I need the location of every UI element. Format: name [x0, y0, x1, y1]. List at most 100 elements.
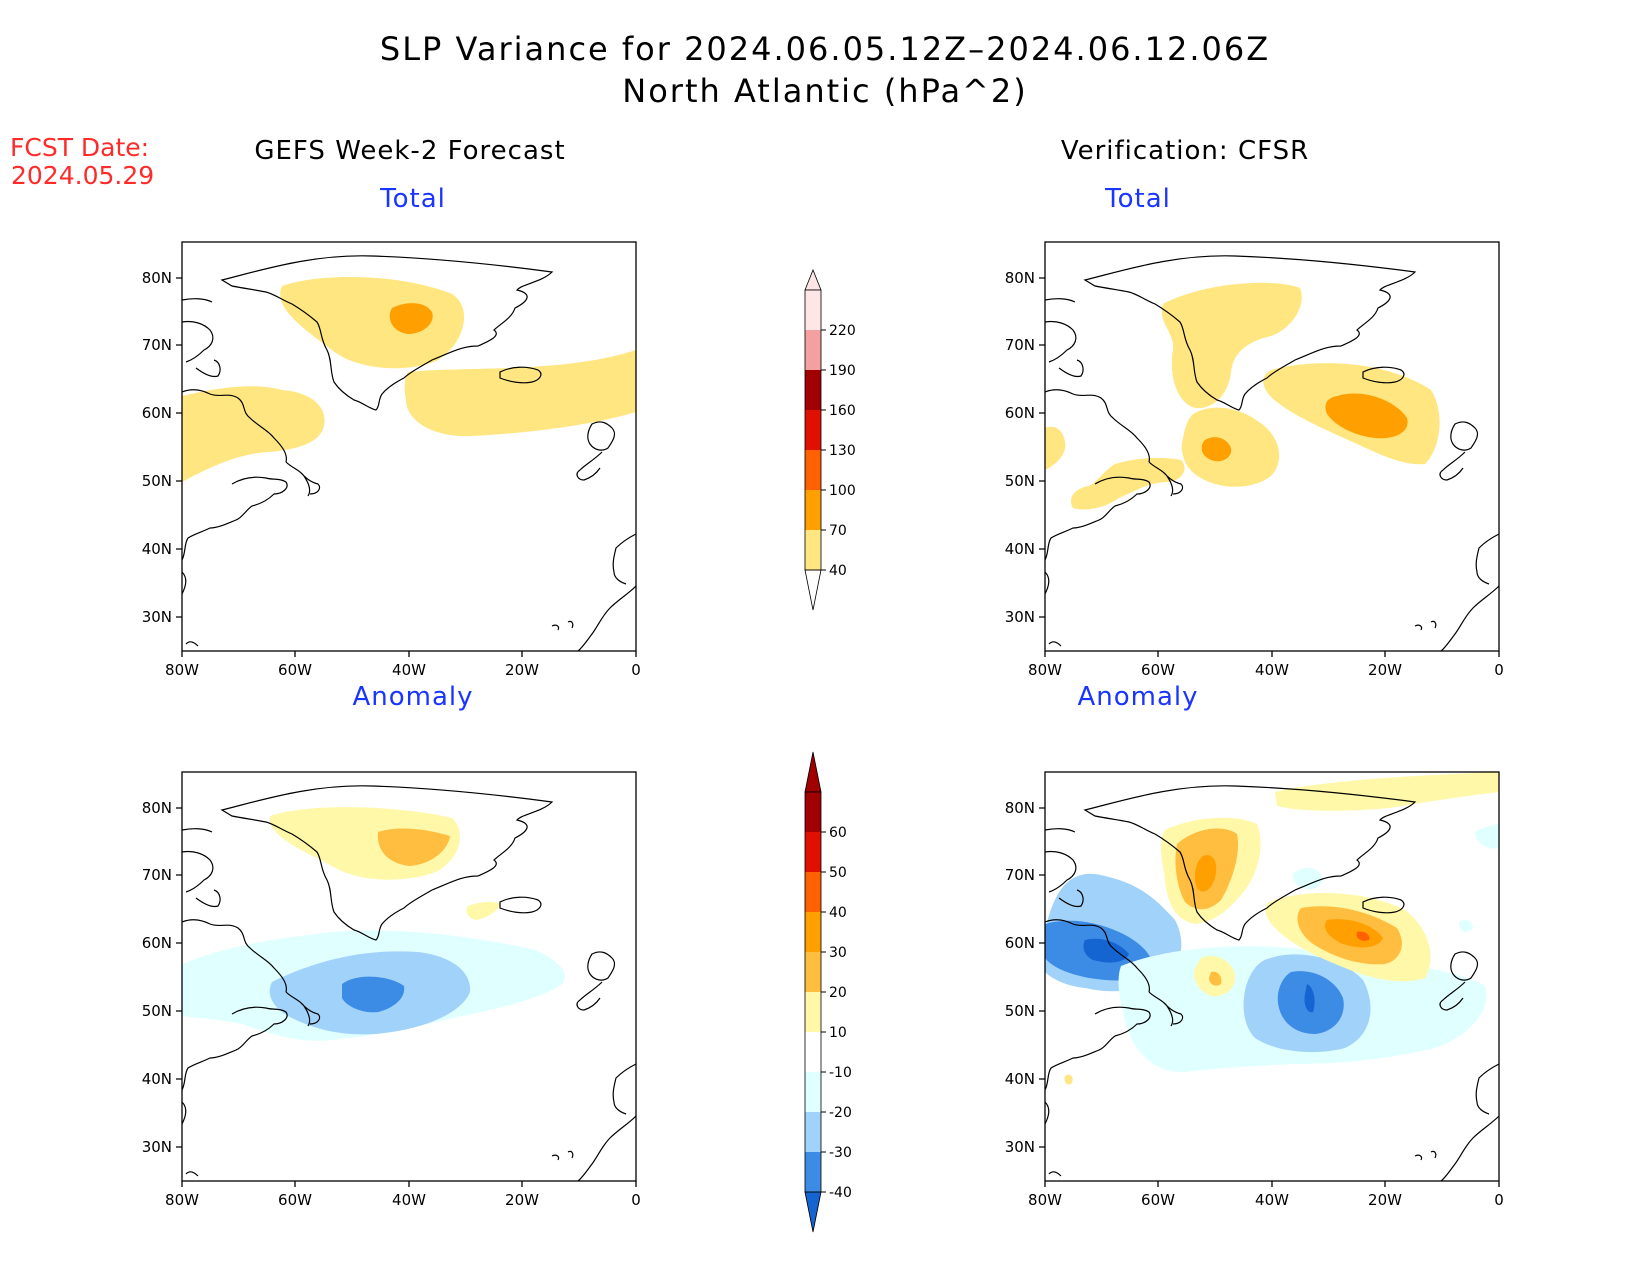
- lon-tick-label: 0: [631, 661, 641, 679]
- colorbar-swatch: [805, 792, 821, 832]
- colorbar-swatch: [805, 1112, 821, 1152]
- lon-tick-label: 0: [1494, 1191, 1504, 1209]
- colorbar-swatch: [805, 952, 821, 992]
- colorbar-label: 50: [829, 865, 847, 881]
- colorbar-bottom-arrow: [804, 1191, 822, 1233]
- axis-labels-verification-anomaly: 80W 60W 40W 20W 0 80N 70N 60N 50N 40N 30N: [1005, 799, 1504, 1209]
- map-verification-total: [1038, 241, 1500, 658]
- colorbar-label: -30: [829, 1145, 852, 1161]
- colorbar-swatch: [805, 832, 821, 872]
- lat-tick-label: 40N: [142, 540, 172, 558]
- lon-tick-label: 20W: [1368, 661, 1402, 679]
- lon-tick-label: 80W: [1028, 1191, 1062, 1209]
- lat-tick-label: 70N: [1005, 866, 1035, 884]
- lat-tick-label: 60N: [142, 404, 172, 422]
- lat-tick-label: 70N: [142, 336, 172, 354]
- colorbar-swatch: [805, 1072, 821, 1112]
- colorbar-label: 100: [829, 483, 856, 499]
- column-title-verification: Verification: CFSR: [1060, 136, 1310, 166]
- colorbar-label: 160: [829, 403, 856, 419]
- axis-labels-forecast-total: 80W 60W 40W 20W 0 80N 70N 60N 50N 40N 30N: [142, 269, 641, 679]
- lon-tick-label: 60W: [1141, 1191, 1175, 1209]
- colorbar-label: 40: [829, 563, 847, 579]
- lat-tick-label: 50N: [142, 1002, 172, 1020]
- colorbar-bottom-arrow: [804, 569, 822, 611]
- lat-tick-label: 80N: [1005, 269, 1035, 287]
- colorbar-anomaly: 60 50 40 30 20 10 -10 -20 -30 -40: [804, 751, 852, 1233]
- fcst-date-value: 2024.05.29: [11, 161, 155, 190]
- colorbar-top-arrow: [804, 268, 822, 291]
- colorbar-label: -10: [829, 1065, 852, 1081]
- lon-tick-label: 20W: [1368, 1191, 1402, 1209]
- colorbar-label: 20: [829, 985, 847, 1001]
- lon-tick-label: 80W: [165, 1191, 199, 1209]
- colorbar-swatch: [805, 1032, 821, 1072]
- colorbar-swatch: [805, 992, 821, 1032]
- lat-tick-label: 80N: [142, 269, 172, 287]
- map-forecast-total: [175, 241, 637, 658]
- title-line-2: North Atlantic (hPa^2): [622, 72, 1028, 110]
- lat-tick-label: 40N: [1005, 1070, 1035, 1088]
- colorbar-total: 220 190 160 130 100 70 40: [804, 268, 856, 611]
- lat-tick-label: 30N: [142, 1138, 172, 1156]
- map-verification-anomaly: [1038, 771, 1500, 1188]
- colorbar-label: 10: [829, 1025, 847, 1041]
- column-title-forecast: GEFS Week-2 Forecast: [254, 136, 566, 166]
- lat-tick-label: 80N: [1005, 799, 1035, 817]
- colorbar-top-arrow: [804, 751, 822, 793]
- lon-tick-label: 40W: [392, 661, 426, 679]
- lat-tick-label: 80N: [142, 799, 172, 817]
- colorbar-label: 30: [829, 945, 847, 961]
- colorbar-swatch: [805, 410, 821, 450]
- lon-tick-label: 40W: [1255, 1191, 1289, 1209]
- panel-title-verification-total: Total: [1105, 184, 1171, 214]
- colorbar-swatch: [805, 530, 821, 570]
- lon-tick-label: 20W: [505, 1191, 539, 1209]
- lon-tick-label: 0: [631, 1191, 641, 1209]
- lat-tick-label: 30N: [1005, 1138, 1035, 1156]
- colorbar-label: 60: [829, 825, 847, 841]
- lon-tick-label: 80W: [1028, 661, 1062, 679]
- lon-tick-label: 0: [1494, 661, 1504, 679]
- lat-tick-label: 40N: [142, 1070, 172, 1088]
- panel-title-forecast-total: Total: [380, 184, 446, 214]
- title-line-1: SLP Variance for 2024.06.05.12Z–2024.06.…: [379, 30, 1271, 68]
- lon-tick-label: 20W: [505, 661, 539, 679]
- lat-tick-label: 70N: [1005, 336, 1035, 354]
- lon-tick-label: 80W: [165, 661, 199, 679]
- lon-tick-label: 60W: [278, 661, 312, 679]
- colorbar-label: 220: [829, 323, 856, 339]
- lat-tick-label: 30N: [142, 608, 172, 626]
- lat-tick-label: 40N: [1005, 540, 1035, 558]
- colorbar-label: -40: [829, 1185, 852, 1201]
- colorbar-label: -20: [829, 1105, 852, 1121]
- colorbar-swatch: [805, 1152, 821, 1192]
- axis-labels-forecast-anomaly: 80W 60W 40W 20W 0 80N 70N 60N 50N 40N 30N: [142, 799, 641, 1209]
- lat-tick-label: 60N: [142, 934, 172, 952]
- colorbar-label: 70: [829, 523, 847, 539]
- lat-tick-label: 70N: [142, 866, 172, 884]
- lat-tick-label: 60N: [1005, 404, 1035, 422]
- lat-tick-label: 50N: [1005, 1002, 1035, 1020]
- panel-title-forecast-anomaly: Anomaly: [352, 682, 474, 712]
- lon-tick-label: 60W: [1141, 661, 1175, 679]
- lon-tick-label: 40W: [392, 1191, 426, 1209]
- lat-tick-label: 50N: [1005, 472, 1035, 490]
- colorbar-label: 190: [829, 363, 856, 379]
- colorbar-swatch: [805, 450, 821, 490]
- axis-labels-verification-total: 80W 60W 40W 20W 0 80N 70N 60N 50N 40N 30N: [1005, 269, 1504, 679]
- map-forecast-anomaly: [175, 771, 637, 1188]
- colorbar-swatch: [805, 330, 821, 370]
- colorbar-swatch: [805, 912, 821, 952]
- lat-tick-label: 60N: [1005, 934, 1035, 952]
- colorbar-label: 40: [829, 905, 847, 921]
- lon-tick-label: 60W: [278, 1191, 312, 1209]
- colorbar-swatch: [805, 490, 821, 530]
- lat-tick-label: 50N: [142, 472, 172, 490]
- lon-tick-label: 40W: [1255, 661, 1289, 679]
- colorbar-label: 130: [829, 443, 856, 459]
- colorbar-swatch: [805, 370, 821, 410]
- lat-tick-label: 30N: [1005, 608, 1035, 626]
- colorbar-swatch: [805, 290, 821, 330]
